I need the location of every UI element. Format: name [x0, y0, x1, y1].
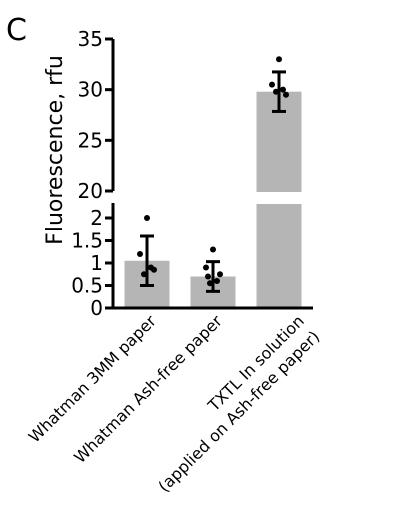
data-point [148, 264, 154, 271]
y-tick-label: 25 [78, 128, 103, 152]
data-point [269, 81, 275, 88]
data-point [283, 91, 289, 98]
data-point [203, 264, 209, 271]
data-point [273, 88, 279, 95]
panel-label: C [6, 13, 27, 48]
y-tick-label: 0.5 [71, 274, 103, 298]
x-tick-label-line: Whatman 3MM paper [25, 311, 160, 446]
y-tick-label: 35 [78, 27, 103, 51]
y-axis-label: Fluorescence, rfu [43, 55, 68, 245]
y-tick-label: 2 [90, 206, 103, 230]
data-point [214, 278, 220, 284]
data-point [207, 280, 213, 287]
y-tick-label: 30 [78, 78, 103, 102]
data-point [144, 215, 150, 221]
data-point [276, 56, 282, 63]
y-tick-label: 0 [90, 296, 103, 320]
data-point [141, 271, 147, 278]
data-point [217, 271, 223, 278]
data-point [280, 86, 286, 93]
data-point [205, 273, 211, 280]
axis-break-band [255, 192, 303, 204]
data-point [137, 251, 143, 257]
y-tick-label: 20 [78, 179, 103, 203]
x-tick-label: Whatman 3MM paper [25, 311, 160, 446]
y-tick-label: 1 [90, 251, 103, 275]
y-tick-label: 1.5 [71, 229, 103, 253]
x-tick-label: TXTL In solution(applied on Ash-free pap… [139, 311, 324, 496]
data-point [210, 246, 216, 253]
